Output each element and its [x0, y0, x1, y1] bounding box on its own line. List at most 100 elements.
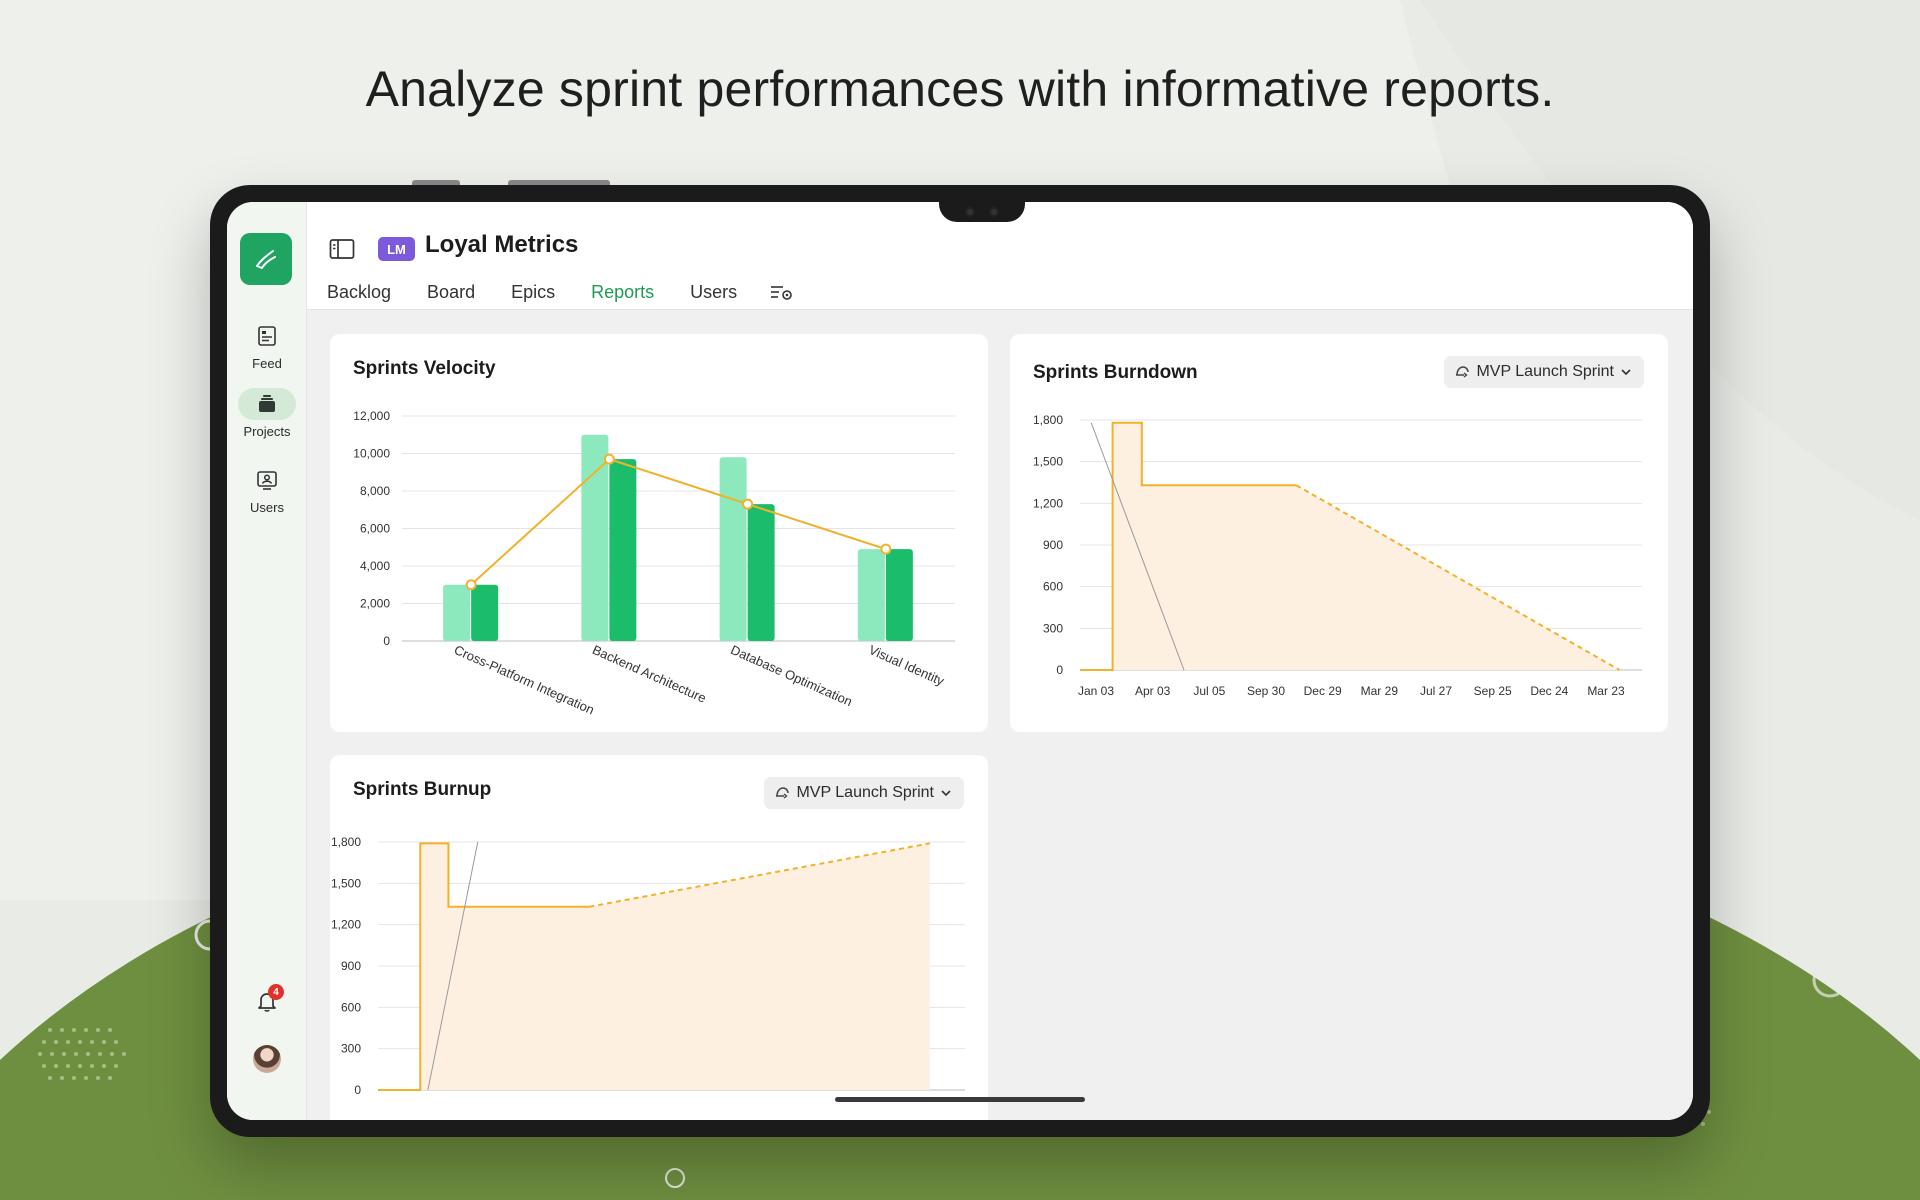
burndown-forecast-line: [1295, 484, 1621, 671]
burndown-sprint-select[interactable]: MVP Launch Sprint: [1444, 356, 1644, 388]
velocity-category-label: Database Optimization: [728, 642, 854, 709]
tablet-frame: Feed Projects Users 4: [210, 185, 1710, 1137]
velocity-chart: 0 2,000 4,000 6,000 8,000 10,000 12,000 Cross-P…: [353, 409, 955, 717]
rail-label-projects: Projects: [243, 424, 291, 439]
device-power-button: [508, 180, 610, 186]
burndown-chart: 0 300 600 900 1,200 1,500 1,800 Jan 03 Apr 03 Jul…: [1033, 413, 1642, 698]
burndown-xtick-label: Dec 24: [1530, 684, 1568, 698]
burnup-card: Sprints Burnup MVP Launch Sprint 0 300 600…: [330, 755, 988, 1120]
burnup-ytick-label: 1,200: [331, 918, 361, 932]
burnup-area: [378, 843, 930, 1090]
velocity-trend-point: [880, 543, 892, 555]
velocity-trend-point: [742, 498, 754, 510]
burndown-xtick-label: Sep 25: [1474, 684, 1512, 698]
velocity-trend-point: [603, 453, 615, 465]
burnup-forecast-line: [589, 842, 930, 908]
rail-item-feed[interactable]: Feed: [227, 320, 307, 371]
velocity-category-label: Backend Architecture: [590, 642, 708, 706]
velocity-bar: [609, 459, 637, 641]
brush-icon: [256, 250, 276, 269]
tab-board[interactable]: Board: [427, 282, 476, 302]
velocity-title: Sprints Velocity: [353, 358, 496, 379]
burnup-chart: 0 300 600 900 1,200 1,500 1,800: [331, 835, 965, 1097]
navigation-rail: Feed Projects Users 4: [227, 202, 307, 1120]
velocity-trend-point: [465, 579, 477, 591]
burndown-xtick-label: Jul 05: [1193, 684, 1225, 698]
camera-notch: [939, 202, 1025, 222]
tab-backlog[interactable]: Backlog: [327, 282, 392, 302]
velocity-ytick-label: 6,000: [360, 522, 390, 536]
burnup-actual-line: [378, 842, 590, 1091]
burndown-xtick-label: Apr 03: [1135, 684, 1171, 698]
users-icon: [238, 464, 296, 496]
burnup-scope-line: [427, 841, 479, 1091]
velocity-bar: [443, 584, 471, 641]
burnup-ytick-label: 0: [354, 1083, 361, 1097]
burnup-ytick-label: 900: [341, 959, 361, 973]
device-volume-button: [412, 180, 460, 186]
chevron-down-icon: [941, 790, 951, 797]
tab-epics[interactable]: Epics: [511, 282, 556, 302]
burnup-ytick-label: 300: [341, 1042, 361, 1056]
burndown-ytick-label: 600: [1043, 580, 1063, 594]
home-indicator: [835, 1097, 1085, 1102]
burnup-ytick-label: 1,800: [331, 835, 361, 849]
reports-content: Sprints Velocity 0 2,000 4,000 6,000 8,000 10…: [307, 310, 1693, 1120]
velocity-ytick-label: 12,000: [353, 409, 390, 423]
velocity-ytick-label: 2,000: [360, 597, 390, 611]
burndown-area: [1080, 422, 1620, 670]
chevron-down-icon: [1621, 369, 1631, 376]
burnup-title: Sprints Burnup: [353, 779, 492, 800]
main-area: LM Loyal Metrics Backlog Board Epics Rep…: [307, 202, 1693, 1120]
burndown-xtick-label: Jan 03: [1078, 684, 1114, 698]
velocity-ytick-label: 0: [383, 634, 390, 648]
velocity-category-label: Visual Identity: [867, 642, 947, 689]
tab-users[interactable]: Users: [690, 282, 738, 302]
project-title: Loyal Metrics: [425, 231, 579, 258]
app-screen: Feed Projects Users 4: [227, 202, 1693, 1120]
burndown-sprint-label: MVP Launch Sprint: [1476, 363, 1614, 380]
burndown-ytick-label: 1,500: [1033, 455, 1063, 469]
app-logo[interactable]: [240, 233, 292, 285]
burndown-ideal-line: [1090, 422, 1185, 671]
burndown-xtick-label: Mar 29: [1361, 684, 1399, 698]
velocity-trend-line: [470, 457, 887, 586]
velocity-bar: [885, 549, 913, 641]
burndown-ytick-label: 0: [1056, 663, 1063, 677]
burndown-actual-line: [1080, 421, 1297, 671]
burndown-title: Sprints Burndown: [1033, 362, 1198, 383]
velocity-card: Sprints Velocity 0 2,000 4,000 6,000 8,000 10…: [330, 334, 988, 732]
feed-icon: [238, 320, 296, 352]
notifications-button[interactable]: 4: [250, 984, 284, 1018]
user-avatar[interactable]: [253, 1045, 281, 1073]
notification-count-badge: 4: [268, 984, 284, 1000]
sensor-icon: [989, 207, 999, 217]
project-badge: LM: [378, 237, 415, 261]
rail-item-projects[interactable]: Projects: [227, 388, 307, 439]
camera-icon: [965, 207, 975, 217]
projects-icon: [238, 388, 296, 420]
sidebar-toggle-icon: [329, 239, 355, 259]
burndown-xtick-label: Sep 30: [1247, 684, 1285, 698]
list-settings-icon: [771, 286, 792, 300]
velocity-bar: [857, 549, 885, 641]
sidebar-toggle-button[interactable]: [327, 234, 357, 264]
tab-settings[interactable]: [769, 282, 797, 304]
velocity-bar: [581, 434, 609, 641]
velocity-bar: [747, 504, 775, 641]
burndown-ytick-label: 1,800: [1033, 413, 1063, 427]
burndown-xtick-label: Jul 27: [1420, 684, 1452, 698]
burndown-ytick-label: 300: [1043, 621, 1063, 635]
velocity-ytick-label: 10,000: [353, 447, 390, 461]
sprint-icon: [1456, 366, 1470, 378]
burnup-sprint-label: MVP Launch Sprint: [796, 784, 934, 801]
burnup-ytick-label: 1,500: [331, 876, 361, 890]
rail-label-users: Users: [250, 500, 284, 515]
burndown-xtick-label: Mar 23: [1587, 684, 1625, 698]
rail-item-users[interactable]: Users: [227, 464, 307, 515]
burndown-ytick-label: 1,200: [1033, 496, 1063, 510]
burnup-sprint-select[interactable]: MVP Launch Sprint: [764, 777, 964, 809]
project-tabs: Backlog Board Epics Reports Users: [327, 282, 797, 317]
burnup-ytick-label: 600: [341, 1000, 361, 1014]
velocity-category-label: Cross-Platform Integration: [452, 642, 597, 717]
